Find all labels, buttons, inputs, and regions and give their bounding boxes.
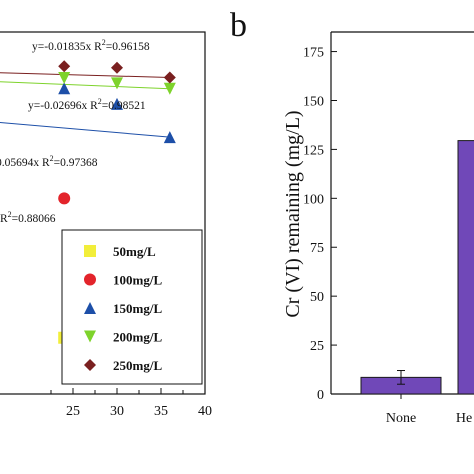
data-point — [163, 82, 176, 95]
y-tick-label: 25 — [310, 339, 324, 354]
panel-a-scatter: 25 30 35 40 y=-0.01835x R2=0.96158 y=-0.0269… — [0, 31, 212, 474]
x-tick-label: 40 — [198, 404, 212, 419]
y-tick-label: 0 — [317, 388, 324, 403]
data-point — [111, 61, 123, 74]
x-category-label: He — [456, 411, 472, 426]
fit-equations: y=-0.01835x R2=0.96158 y=-0.02696x R2=0.9… — [0, 38, 150, 225]
data-point — [58, 71, 71, 84]
fit-equation: R2=0.88066 — [0, 210, 56, 225]
x-axis-ticks: 25 30 35 40 — [50, 388, 212, 419]
fit-equation: y=-0.02696x R2=0.98521 — [28, 97, 146, 112]
legend: 50mg/L 100mg/L 150mg/L 200mg/L 250mg/L — [61, 229, 203, 385]
legend-marker — [84, 302, 96, 314]
y-tick-label: 100 — [303, 192, 324, 207]
x-tick-label: 25 — [66, 404, 80, 419]
data-point — [111, 77, 123, 90]
legend-marker — [84, 273, 96, 286]
panel-b-bar: b Cr (VI) remaining (mg/L) 0 25 50 75 100 125… — [230, 7, 474, 426]
legend-marker — [84, 245, 96, 257]
y-tick-label: 175 — [303, 46, 324, 61]
fit-lines — [0, 72, 170, 138]
legend-label: 200mg/L — [113, 330, 162, 345]
x-category-label: None — [386, 411, 416, 426]
fit-equation: y=-0.01835x R2=0.96158 — [32, 38, 150, 53]
fit-line — [0, 81, 170, 90]
data-point — [111, 97, 123, 110]
data-point — [163, 71, 176, 84]
axes — [330, 31, 474, 395]
y-axis-ticks: 0 25 50 75 100 125 150 175 — [303, 46, 337, 403]
bars — [360, 140, 474, 395]
x-axis-categories: None He — [386, 394, 472, 426]
data-point — [163, 131, 176, 144]
fit-line — [0, 72, 170, 78]
panel-a-frame — [0, 31, 206, 395]
legend-box — [61, 229, 203, 385]
y-tick-label: 50 — [310, 290, 324, 305]
legend-label: 100mg/L — [113, 273, 162, 288]
y-tick-label: 150 — [303, 94, 324, 109]
data-point — [58, 60, 71, 73]
legend-label: 150mg/L — [113, 301, 162, 316]
bar — [457, 140, 474, 395]
legend-marker — [84, 330, 96, 343]
y-axis-label: Cr (VI) remaining (mg/L) — [282, 110, 304, 317]
data-point — [58, 82, 71, 95]
x-tick-label: 35 — [154, 404, 168, 419]
y-tick-label: 125 — [303, 143, 324, 158]
legend-label: 250mg/L — [113, 358, 162, 373]
legend-label: 50mg/L — [113, 244, 156, 259]
y-tick-label: 75 — [310, 241, 324, 256]
panel-b-label: b — [230, 7, 247, 44]
data-point — [58, 192, 71, 205]
panel-a-label-fragment: ) — [0, 441, 1, 474]
legend-marker — [84, 359, 96, 371]
fit-line — [0, 121, 170, 138]
fit-equation: 0.05694x R2=0.97368 — [0, 154, 98, 169]
x-tick-label: 30 — [110, 404, 124, 419]
